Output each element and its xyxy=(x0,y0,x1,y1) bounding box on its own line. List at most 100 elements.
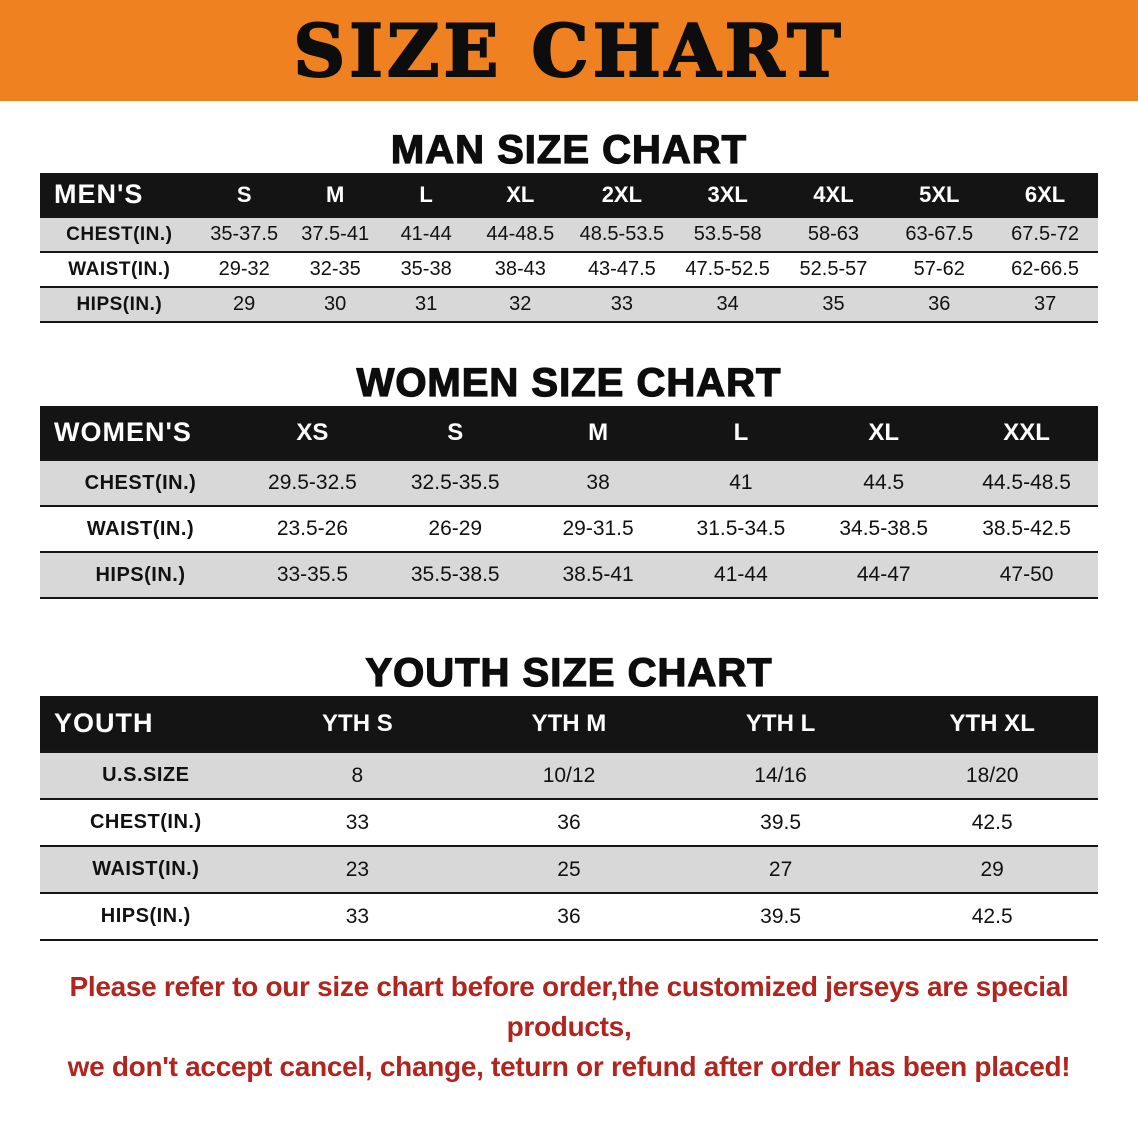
size-header-cell: 5XL xyxy=(919,181,960,207)
value-cell: 29 xyxy=(980,857,1004,881)
value-cell: 43-47.5 xyxy=(587,258,656,280)
value-cell: 34.5-38.5 xyxy=(839,517,929,540)
table-row: HIPS(IN.) 33-35.5 35.5-38.5 38.5-41 41-4… xyxy=(40,552,1098,598)
value-cell: 67.5-72 xyxy=(1011,223,1079,245)
size-header-cell: L xyxy=(419,181,433,207)
value-cell: 29 xyxy=(233,293,256,315)
table-row: U.S.SIZE 8 10/12 14/16 18/20 xyxy=(40,752,1098,799)
value-cell: 30 xyxy=(324,293,347,315)
value-cell: 53.5-58 xyxy=(693,223,762,245)
table-row: WAIST(IN.) 23 25 27 29 xyxy=(40,846,1098,893)
value-cell: 52.5-57 xyxy=(799,258,868,280)
row-label: CHEST(IN.) xyxy=(84,471,197,494)
disclaimer-line-1: Please refer to our size chart before or… xyxy=(69,971,1069,1042)
size-header-cell: XL xyxy=(506,181,535,207)
size-header-cell: XXL xyxy=(1003,418,1050,446)
table-row: CHEST(IN.) 33 36 39.5 42.5 xyxy=(40,799,1098,846)
value-cell: 48.5-53.5 xyxy=(579,223,665,245)
size-header-cell: 4XL xyxy=(813,181,854,207)
disclaimer-line-2: we don't accept cancel, change, teturn o… xyxy=(67,1051,1071,1082)
size-header-cell: XS xyxy=(296,418,329,446)
value-cell: 38.5-41 xyxy=(562,563,634,586)
value-cell: 33 xyxy=(345,904,370,928)
value-cell: 41-44 xyxy=(400,223,452,245)
table-row: CHEST(IN.) 29.5-32.5 32.5-35.5 38 41 44.… xyxy=(40,460,1098,506)
youth-size-table: YOUTH YTH S YTH M YTH L YTH XL U.S.SIZE … xyxy=(40,696,1098,941)
value-cell: 47.5-52.5 xyxy=(685,258,770,280)
value-cell: 57-62 xyxy=(913,258,965,280)
value-cell: 32 xyxy=(509,293,532,315)
value-cell: 44-48.5 xyxy=(486,223,555,245)
value-cell: 10/12 xyxy=(542,763,596,787)
size-header-cell: 6XL xyxy=(1024,181,1066,207)
disclaimer-text: Please refer to our size chart before or… xyxy=(0,967,1138,1087)
value-cell: 31 xyxy=(415,293,438,315)
value-cell: 44.5 xyxy=(863,471,905,494)
row-label: WAIST(IN.) xyxy=(68,258,171,280)
size-header-cell: XL xyxy=(868,418,900,446)
table-row: HIPS(IN.) 33 36 39.5 42.5 xyxy=(40,893,1098,940)
men-size-table: MEN'S S M L XL 2XL 3XL 4XL 5XL 6XL CHEST… xyxy=(40,173,1098,323)
value-cell: 37.5-41 xyxy=(301,223,370,245)
value-cell: 44-47 xyxy=(856,563,911,586)
row-label: CHEST(IN.) xyxy=(66,223,173,245)
women-size-table: WOMEN'S XS S M L XL XXL CHEST(IN.) 29.5-… xyxy=(40,406,1098,599)
value-cell: 63-67.5 xyxy=(905,223,974,245)
value-cell: 18/20 xyxy=(965,763,1019,787)
row-label: HIPS(IN.) xyxy=(95,563,186,586)
value-cell: 25 xyxy=(557,857,581,881)
value-cell: 42.5 xyxy=(971,810,1013,834)
value-cell: 33 xyxy=(610,293,633,315)
value-cell: 47-50 xyxy=(999,563,1054,586)
value-cell: 36 xyxy=(557,904,581,928)
value-cell: 33-35.5 xyxy=(276,563,349,586)
youth-header-row: YOUTH YTH S YTH M YTH L YTH XL xyxy=(40,696,1098,752)
women-header-row: WOMEN'S XS S M L XL XXL xyxy=(40,406,1098,460)
value-cell: 23.5-26 xyxy=(276,517,349,540)
row-label: U.S.SIZE xyxy=(102,764,190,786)
row-label: CHEST(IN.) xyxy=(89,811,202,833)
row-label: HIPS(IN.) xyxy=(76,293,163,315)
value-cell: 42.5 xyxy=(971,904,1013,928)
size-header-cell: 3XL xyxy=(707,181,748,207)
value-cell: 35-37.5 xyxy=(210,223,279,245)
size-header-cell: M xyxy=(588,418,609,446)
value-cell: 62-66.5 xyxy=(1011,258,1079,280)
value-cell: 36 xyxy=(928,293,951,315)
youth-size-chart-heading: YOUTH SIZE CHART xyxy=(365,650,773,695)
value-cell: 29-31.5 xyxy=(562,517,634,540)
row-label: HIPS(IN.) xyxy=(100,905,191,927)
women-size-chart-heading: WOMEN SIZE CHART xyxy=(356,360,782,405)
value-cell: 34 xyxy=(716,293,739,315)
value-cell: 32.5-35.5 xyxy=(410,471,500,494)
size-header-cell: S xyxy=(236,181,252,207)
size-header-cell: M xyxy=(326,181,345,207)
value-cell: 29.5-32.5 xyxy=(268,471,357,494)
size-chart-title: SIZE CHART xyxy=(292,7,845,93)
value-cell: 27 xyxy=(768,857,793,881)
size-header-cell: S xyxy=(447,418,464,446)
size-header-cell: YTH L xyxy=(745,709,816,737)
value-cell: 36 xyxy=(557,810,581,834)
youth-table-corner-label: YOUTH xyxy=(54,708,154,738)
size-header-cell: YTH XL xyxy=(949,709,1035,737)
size-header-cell: 2XL xyxy=(601,181,643,207)
men-table-corner-label: MEN'S xyxy=(54,179,144,209)
table-row: WAIST(IN.) 23.5-26 26-29 29-31.5 31.5-34… xyxy=(40,506,1098,552)
value-cell: 41 xyxy=(729,471,753,494)
value-cell: 35.5-38.5 xyxy=(410,563,500,586)
value-cell: 38.5-42.5 xyxy=(982,517,1071,540)
value-cell: 29-32 xyxy=(218,258,270,280)
value-cell: 39.5 xyxy=(760,904,802,928)
size-chart-banner: SIZE CHART xyxy=(0,0,1138,101)
value-cell: 35-38 xyxy=(400,258,452,280)
value-cell: 38-43 xyxy=(494,258,546,280)
value-cell: 38 xyxy=(586,471,610,494)
table-row: HIPS(IN.) 29 30 31 32 33 34 35 36 37 xyxy=(40,287,1098,322)
value-cell: 23 xyxy=(345,857,370,881)
value-cell: 35 xyxy=(822,293,845,315)
size-header-cell: L xyxy=(733,418,749,446)
table-row: WAIST(IN.) 29-32 32-35 35-38 38-43 43-47… xyxy=(40,252,1098,287)
value-cell: 58-63 xyxy=(807,223,860,245)
value-cell: 8 xyxy=(351,763,364,787)
